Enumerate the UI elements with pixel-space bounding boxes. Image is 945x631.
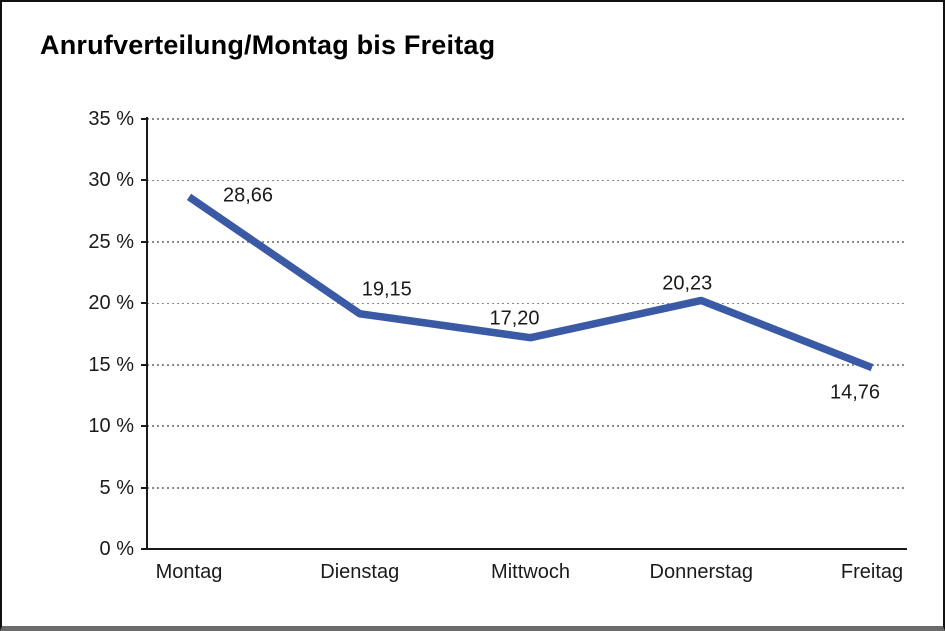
y-axis-tick bbox=[141, 548, 147, 550]
data-point-label: 28,66 bbox=[222, 184, 274, 207]
y-gridline bbox=[147, 425, 907, 428]
y-axis-tick bbox=[141, 179, 147, 182]
series-polyline bbox=[186, 193, 874, 372]
data-point-label: 19,15 bbox=[361, 278, 412, 301]
y-tick-label: 35 % bbox=[88, 108, 134, 130]
y-tick-label: 15 % bbox=[88, 353, 134, 376]
y-gridline bbox=[147, 179, 907, 182]
x-tick-label: Montag bbox=[155, 561, 223, 583]
y-gridline bbox=[147, 486, 907, 489]
y-axis-tick bbox=[141, 486, 147, 489]
y-axis-tick bbox=[141, 302, 147, 305]
y-axis-tick bbox=[141, 118, 147, 120]
y-gridline bbox=[147, 302, 907, 305]
x-tick-label: Donnerstag bbox=[649, 561, 753, 583]
chart-title: Anrufverteilung/Montag bis Freitag bbox=[40, 30, 496, 60]
y-tick-label: 5 % bbox=[99, 476, 134, 499]
y-axis-tick bbox=[141, 425, 147, 428]
x-tick-label: Freitag bbox=[840, 561, 904, 583]
y-tick-label: 0 % bbox=[99, 538, 134, 560]
y-tick-label: 25 % bbox=[88, 230, 134, 253]
y-axis-line bbox=[146, 117, 148, 549]
x-tick-label: Mittwoch bbox=[491, 561, 570, 583]
data-point-label: 20,23 bbox=[662, 272, 713, 295]
x-axis-line bbox=[146, 548, 907, 550]
y-tick-label: 30 % bbox=[88, 169, 134, 192]
y-axis-tick bbox=[141, 363, 147, 366]
y-tick-label: 10 % bbox=[88, 415, 134, 438]
y-axis-tick bbox=[141, 240, 147, 243]
y-gridline bbox=[147, 363, 907, 366]
y-gridline bbox=[147, 118, 907, 120]
x-tick-label: Dienstag bbox=[320, 561, 400, 583]
y-gridline bbox=[147, 240, 907, 243]
y-tick-label: 20 % bbox=[88, 292, 134, 315]
data-point-label: 14,76 bbox=[829, 381, 881, 404]
data-point-label: 17,20 bbox=[489, 307, 540, 330]
